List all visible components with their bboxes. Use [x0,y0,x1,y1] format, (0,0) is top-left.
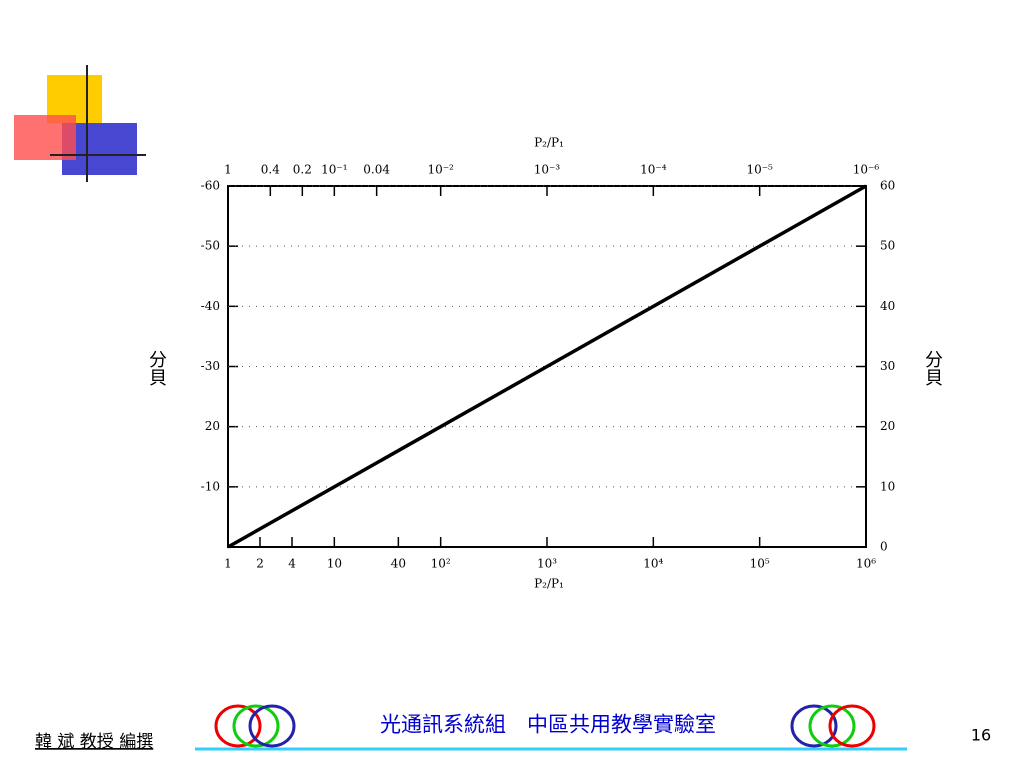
x2-tick-label: 0.2 [293,163,312,177]
y-axis-title: 分貝 [146,350,167,386]
x-tick-label: 10² [431,557,451,571]
x-tick-label: 10³ [537,557,557,571]
y2-tick-label: 10 [880,479,895,493]
y-tick-label: -30 [201,359,220,373]
author: 韓 斌 教授 編撰 [35,732,153,752]
x-tick-label: 40 [391,557,406,571]
x-tick-label: 2 [256,557,264,571]
x2-tick-label: 10⁻¹ [321,163,347,177]
x-tick-label: 10⁴ [643,557,663,571]
page-number: 16 [971,726,991,745]
x-tick-label: 10⁵ [750,557,770,571]
y-tick-label: -50 [201,239,220,253]
x2-tick-label: 10⁻³ [534,163,561,177]
y2-axis-title: 分貝 [922,350,943,386]
y-tick-label: -60 [201,179,220,193]
x2-tick-label: 10⁻⁶ [853,163,880,177]
y2-tick-label: 20 [880,419,895,433]
x-tick-label: 1 [224,557,232,571]
y2-tick-label: 0 [880,540,888,554]
footer: 韓 斌 教授 編撰 光通訊系統組 中區共用教學實驗室 16 [35,704,991,752]
x2-tick-label: 10⁻⁴ [640,163,667,177]
y2-tick-label: 60 [880,179,895,193]
x-tick-label: 10⁶ [856,557,876,571]
x2-tick-label: 10⁻² [427,163,454,177]
x2-tick-label: 0.4 [261,163,280,177]
x-tick-label: 4 [288,557,296,571]
x2-tick-label: 1 [224,163,232,177]
bottom-axis-title: P₂/P₁ [534,577,564,591]
y-tick-label: 20 [205,419,220,433]
data-line [227,184,867,549]
lab-name: 光通訊系統組 中區共用教學實驗室 [380,713,716,737]
y2-tick-label: 30 [880,359,895,373]
y2-tick-label: 40 [880,299,895,313]
y2-tick-label: 50 [880,239,895,253]
x-tick-label: 10 [327,557,342,571]
decoration [14,65,146,182]
x2-tick-label: 10⁻⁵ [746,163,773,177]
top-axis-title: P₂/P₁ [534,136,564,150]
y-tick-label: -40 [201,299,220,313]
y-tick-label: -10 [201,479,220,493]
x2-tick-label: 0.04 [363,163,390,177]
